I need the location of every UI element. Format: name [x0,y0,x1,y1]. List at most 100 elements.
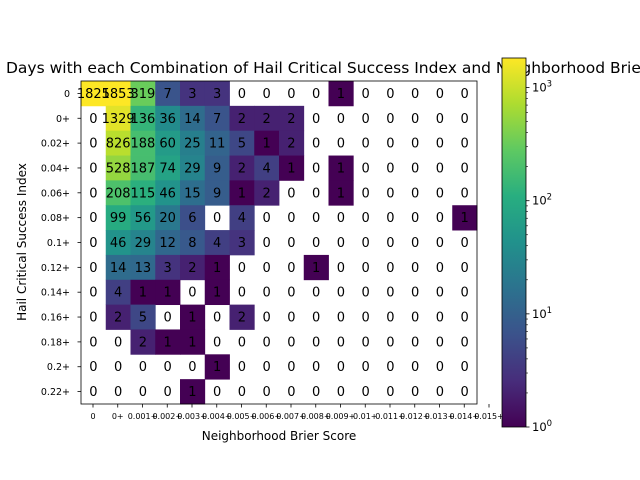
cell-value-label: 0 [386,286,394,301]
cell-value-label: 3 [163,261,171,276]
cell-value-label: 0 [361,311,369,326]
heatmap-cell [130,155,156,181]
cell-value-label: 0 [337,360,345,375]
cell-value-label: 0 [460,186,468,201]
cell-value-label: 0 [262,385,270,400]
cell-value-label: 0 [287,360,295,375]
cell-value-label: 0 [411,161,419,176]
cell-value-label: 1825 [77,87,110,102]
cell-value-label: 0 [89,211,97,226]
cell-value-label: 3 [213,87,221,102]
heatmap-cell [130,329,156,355]
cell-value-label: 2 [238,112,246,127]
cell-value-label: 0 [436,186,444,201]
x-tick-label: 0.01+ [353,412,378,421]
heatmap-cell [130,279,156,306]
plot-frame [80,80,478,405]
x-axis-ticks: 0 0+ 0.001+0.002+0.003+0.004+0.005+0.006+0… [90,404,504,421]
cell-value-label: 0 [411,286,419,301]
cell-value-label: 46 [159,186,176,201]
cell-value-label: 0 [361,335,369,350]
cell-value-label: 60 [159,137,176,152]
cell-value-label: 0 [188,360,196,375]
heatmap-cell [180,254,206,281]
cell-value-label: 0 [411,211,419,226]
cell-value-label: 0 [411,236,419,251]
cell-value-label: 4 [114,286,122,301]
heatmap-cell [155,254,181,281]
cell-value-label: 0 [361,236,369,251]
heatmap-cell [204,354,230,380]
heatmap-cell [130,205,156,231]
cell-value-label: 0 [337,385,345,400]
heatmap-cell [279,105,305,132]
cell-value-label: 0 [460,137,468,152]
cell-value-label: 0 [386,385,394,400]
cell-value-label: 0 [89,186,97,201]
heatmap-cell [229,130,255,156]
cell-value-label: 14 [184,112,201,127]
heatmap-cell [229,230,255,256]
cell-value-label: 20 [159,211,176,226]
y-tick-label: 0.22+ [41,387,70,398]
cell-value-label: 0 [436,236,444,251]
heatmap-cell [130,180,156,206]
colorbar [501,57,527,428]
cell-value-label: 2 [262,112,270,127]
cell-value-label: 0 [287,385,295,400]
cell-value-label: 9 [213,161,221,176]
heatmap-cell [105,180,131,206]
chart-title: Days with each Combination of Hail Criti… [6,59,640,77]
cell-value-label: 0 [411,112,419,127]
cell-value-label: 0 [460,286,468,301]
cell-value-label: 0 [213,211,221,226]
cell-value-label: 0 [213,311,221,326]
heatmap-cell [105,254,131,281]
colorbar-tick-label: 102 [532,193,552,208]
heatmap-cell [180,379,206,405]
heatmap-cell [204,155,230,181]
heatmap-cell [180,230,206,256]
heatmap-cell [254,130,280,156]
cell-value-label: 6 [188,211,196,226]
cell-value-label: 0 [287,261,295,276]
cell-value-label: 8 [188,236,196,251]
cell-value-label: 188 [130,137,155,152]
cell-value-label: 0 [213,335,221,350]
heatmap-cell [180,81,206,107]
y-tick-label: 0.16+ [41,313,70,324]
cell-value-label: 0 [89,137,97,152]
cell-value-label: 0 [312,87,320,102]
cell-value-label: 0 [436,211,444,226]
cell-value-label: 0 [312,286,320,301]
heatmap-cell [81,81,107,107]
heatmap-cell [180,155,206,181]
cell-value-label: 0 [238,261,246,276]
x-tick-label: 0.003+ [177,412,207,421]
cell-value-label: 1 [337,87,345,102]
x-tick-label: 0.011+ [375,412,405,421]
heatmap-cell [229,155,255,181]
y-axis-ticks: 0 0+ 0.02+ 0.04+ 0.06+ 0.08+ 0.1+ 0.12+ 0.14+ 0.1… [41,89,81,398]
cell-value-label: 2 [238,161,246,176]
heatmap-cell [254,155,280,181]
heatmap-cell [204,130,230,156]
cell-value-label: 0 [287,286,295,301]
cell-value-label: 1 [337,186,345,201]
heatmap-cell [105,105,131,132]
cell-value-label: 0 [238,335,246,350]
heatmap-cell [105,279,131,306]
cell-value-label: 0 [312,311,320,326]
y-tick-label: 0.1+ [47,238,70,249]
cell-value-label: 0 [361,385,369,400]
cell-value-label: 0 [89,112,97,127]
x-tick-label: 0.008+ [301,412,331,421]
cell-value-label: 0 [386,360,394,375]
cell-value-label: 0 [460,87,468,102]
cell-value-label: 0 [386,87,394,102]
cell-value-label: 0 [386,211,394,226]
x-tick-label: 0.001+ [128,412,158,421]
cell-value-label: 0 [139,385,147,400]
